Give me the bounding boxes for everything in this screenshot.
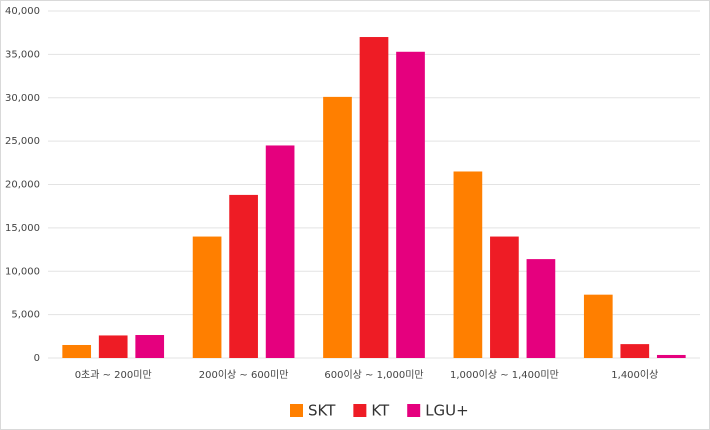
y-tick-label: 15,000 <box>5 223 40 234</box>
bar <box>265 145 295 358</box>
bar <box>396 51 425 359</box>
legend-swatch <box>353 404 367 417</box>
bar <box>526 259 556 358</box>
bar <box>135 335 165 358</box>
bar <box>620 344 650 358</box>
bar <box>583 294 613 358</box>
bar <box>98 335 128 358</box>
x-tick-label: 0초과 ~ 200미만 <box>75 369 152 381</box>
y-tick-label: 30,000 <box>5 93 40 104</box>
x-tick-label: 1,400이상 <box>611 369 658 381</box>
bar <box>323 96 352 358</box>
y-tick-label: 25,000 <box>5 136 40 147</box>
y-tick-label: 10,000 <box>5 266 40 277</box>
bar <box>490 236 519 358</box>
y-tick-label: 35,000 <box>5 49 40 60</box>
legend: SKT KT LGU+ <box>290 402 469 420</box>
legend-label: LGU+ <box>425 402 469 420</box>
y-tick-label: 20,000 <box>5 180 40 191</box>
bar <box>229 194 258 358</box>
bar <box>359 37 389 359</box>
legend-label: KT <box>371 402 390 420</box>
bar <box>453 171 483 358</box>
y-tick-label: 0 <box>34 353 40 364</box>
y-tick-label: 5,000 <box>11 310 40 321</box>
legend-swatch <box>407 404 421 417</box>
x-tick-label: 1,000이상 ~ 1,400미만 <box>450 369 559 381</box>
x-tick-label: 600이상 ~ 1,000미만 <box>324 369 423 381</box>
legend-swatch <box>290 404 303 417</box>
bar <box>656 354 686 358</box>
x-tick-label: 200이상 ~ 600미만 <box>199 369 289 381</box>
y-tick-label: 40,000 <box>5 6 40 17</box>
bar <box>192 236 222 358</box>
legend-label: SKT <box>308 402 336 420</box>
bar <box>62 344 92 358</box>
